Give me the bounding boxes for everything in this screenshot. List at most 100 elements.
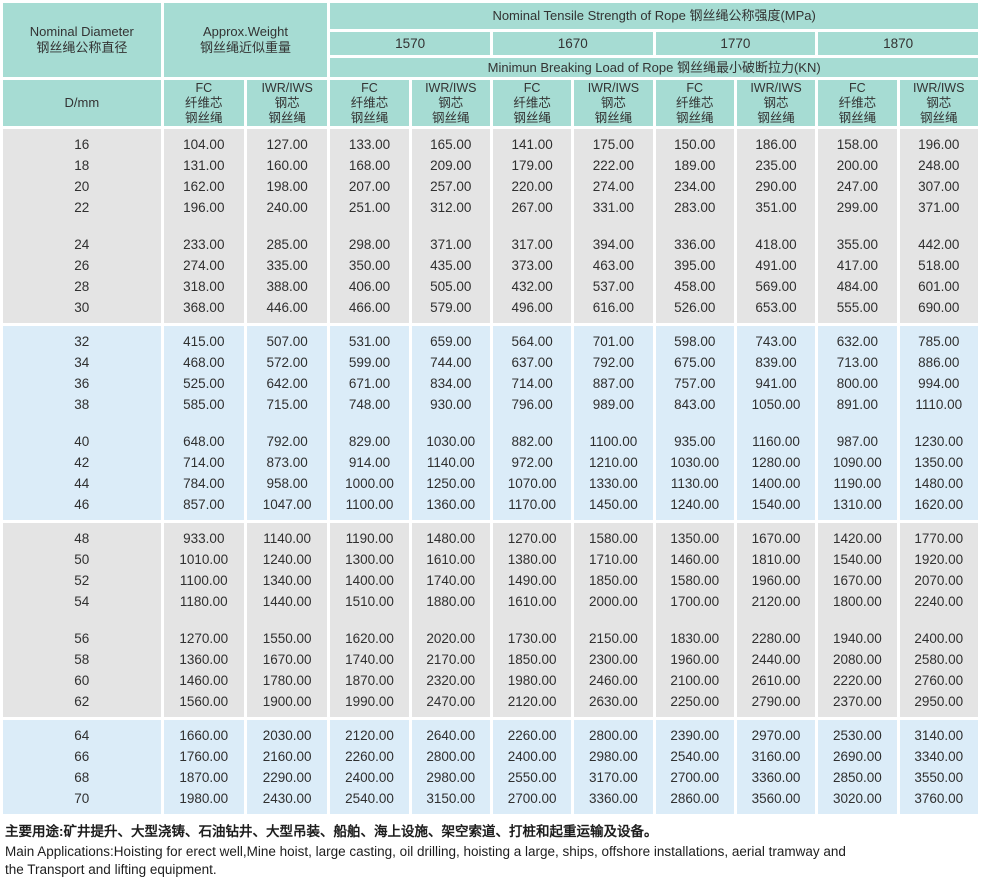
core-label-line: 钢芯 xyxy=(274,96,300,110)
group-gap xyxy=(574,415,652,431)
strength-grade-1670: 1670 xyxy=(492,32,653,55)
cell-value: 200.00 xyxy=(836,158,878,173)
cell-value: 1960.00 xyxy=(751,573,801,588)
cell-value: 572.00 xyxy=(266,355,308,370)
cell-value: 318.00 xyxy=(183,279,225,294)
cell-value: 2320.00 xyxy=(426,673,476,688)
cell-value: 2470.00 xyxy=(426,694,476,709)
spec-block-4: 64 66 68 70 1660.00 1760.00 1870.00 1980.00 2030… xyxy=(3,720,978,814)
group-gap xyxy=(330,415,408,431)
cell-value: 1700.00 xyxy=(670,594,720,609)
cell-value: 1770.00 xyxy=(914,531,964,546)
cell-value: 3140.00 xyxy=(914,728,964,743)
header-nominal-diameter-en: Nominal Diameter xyxy=(29,24,134,39)
core-label-line: 钢丝绳 xyxy=(350,111,389,125)
value-cell-block-1-col-8: 186.00 235.00 290.00 351.00 418.00 491.00 569.… xyxy=(736,129,816,323)
cell-value: 1940.00 xyxy=(832,631,882,646)
diameter-value: 16 xyxy=(74,137,90,152)
cell-value: 355.00 xyxy=(836,237,878,252)
core-label-line: FC xyxy=(195,81,213,95)
cell-value: 1620.00 xyxy=(914,497,964,512)
core-label-line: IWR/IWS xyxy=(587,81,640,95)
value-cell-block-3-col-5: 1270.00 1380.00 1490.00 1610.00 1730.00 1850.… xyxy=(492,523,572,717)
cell-value: 1420.00 xyxy=(832,531,882,546)
cell-value: 418.00 xyxy=(755,237,797,252)
value-cell-block-4-col-1: 1660.00 1760.00 1870.00 1980.00 xyxy=(163,720,244,814)
diameter-value: 66 xyxy=(74,749,90,764)
cell-value: 1450.00 xyxy=(589,497,638,512)
cell-value: 2800.00 xyxy=(426,749,476,764)
cell-value: 1340.00 xyxy=(262,573,312,588)
value-cell-block-3-col-4: 1480.00 1610.00 1740.00 1880.00 2020.00 2170.… xyxy=(411,523,490,717)
cell-value: 599.00 xyxy=(348,355,391,370)
cell-value: 690.00 xyxy=(918,300,960,315)
cell-value: 2970.00 xyxy=(751,728,801,743)
cell-value: 873.00 xyxy=(266,455,308,470)
value-cell-block-4-col-9: 2530.00 2690.00 2850.00 3020.00 xyxy=(818,720,897,814)
cell-value: 1100.00 xyxy=(589,434,638,449)
value-cell-block-3-col-9: 1420.00 1540.00 1670.00 1800.00 1940.00 2080.… xyxy=(818,523,897,717)
cell-value: 1240.00 xyxy=(262,552,312,567)
diameter-value: 68 xyxy=(74,770,90,785)
cell-value: 168.00 xyxy=(348,158,391,173)
cell-value: 235.00 xyxy=(755,158,797,173)
header-nominal-diameter-zh: 钢丝绳公称直径 xyxy=(36,40,128,55)
diameter-cell-block-2: 32 34 36 38 40 42 44 46 xyxy=(3,326,161,520)
cell-value: 1830.00 xyxy=(670,631,720,646)
cell-value: 220.00 xyxy=(511,179,553,194)
cell-value: 2980.00 xyxy=(426,770,476,785)
cell-value: 2030.00 xyxy=(262,728,312,743)
cell-value: 1990.00 xyxy=(345,694,394,709)
diameter-cell-block-1: 16 18 20 22 24 26 28 30 xyxy=(3,129,161,323)
group-gap xyxy=(656,415,734,431)
cell-value: 1270.00 xyxy=(179,631,229,646)
cell-value: 283.00 xyxy=(674,200,716,215)
cell-value: 1660.00 xyxy=(179,728,229,743)
cell-value: 1580.00 xyxy=(589,531,638,546)
cell-value: 2120.00 xyxy=(507,694,557,709)
header-approx-weight: Approx.Weight 钢丝绳近似重量 xyxy=(163,3,328,77)
cell-value: 2760.00 xyxy=(914,673,964,688)
group-gap xyxy=(412,612,490,628)
value-cell-block-2-col-10: 785.00 886.00 994.00 1110.00 1230.00 1350.00 1… xyxy=(899,326,979,520)
cell-value: 2700.00 xyxy=(507,791,557,806)
cell-value: 537.00 xyxy=(592,279,635,294)
cell-value: 1030.00 xyxy=(670,455,720,470)
cell-value: 373.00 xyxy=(511,258,553,273)
cell-value: 1300.00 xyxy=(345,552,394,567)
cell-value: 162.00 xyxy=(183,179,225,194)
cell-value: 2860.00 xyxy=(670,791,720,806)
group-gap xyxy=(493,415,571,431)
header-fc-core-7: FC 纤维芯 钢丝绳 xyxy=(655,80,734,126)
cell-value: 1960.00 xyxy=(670,652,720,667)
cell-value: 2240.00 xyxy=(914,594,964,609)
cell-value: 3170.00 xyxy=(589,770,638,785)
group-gap xyxy=(900,415,979,431)
value-cell-block-4-col-7: 2390.00 2540.00 2700.00 2860.00 xyxy=(655,720,734,814)
group-gap xyxy=(412,218,490,234)
header-iwr-iws-core-6: IWR/IWS 钢芯 钢丝绳 xyxy=(574,80,653,126)
cell-value: 887.00 xyxy=(592,376,635,391)
group-gap xyxy=(330,612,408,628)
cell-value: 1380.00 xyxy=(507,552,557,567)
cell-value: 1760.00 xyxy=(179,749,229,764)
rope-spec-table: Nominal Diameter 钢丝绳公称直径 Approx.Weight 钢… xyxy=(3,3,979,814)
core-label-line: FC xyxy=(849,81,866,95)
cell-value: 1330.00 xyxy=(589,476,638,491)
cell-value: 1460.00 xyxy=(670,552,720,567)
header-breaking-load-title: Minimun Breaking Load of Rope 钢丝绳最小破断拉力(… xyxy=(330,58,978,77)
cell-value: 1920.00 xyxy=(914,552,964,567)
cell-value: 1140.00 xyxy=(426,455,475,470)
core-label-line: 纤维芯 xyxy=(513,96,551,110)
cell-value: 642.00 xyxy=(266,376,308,391)
cell-value: 792.00 xyxy=(592,355,635,370)
cell-value: 1870.00 xyxy=(345,673,394,688)
cell-value: 468.00 xyxy=(183,355,225,370)
cell-value: 2790.00 xyxy=(751,694,801,709)
cell-value: 637.00 xyxy=(511,355,553,370)
cell-value: 714.00 xyxy=(183,455,225,470)
value-cell-block-4-col-4: 2640.00 2800.00 2980.00 3150.00 xyxy=(411,720,490,814)
header-iwr-iws-core-8: IWR/IWS 钢芯 钢丝绳 xyxy=(736,80,816,126)
header-iwr-iws-core-4: IWR/IWS 钢芯 钢丝绳 xyxy=(411,80,490,126)
cell-value: 1870.00 xyxy=(179,770,229,785)
